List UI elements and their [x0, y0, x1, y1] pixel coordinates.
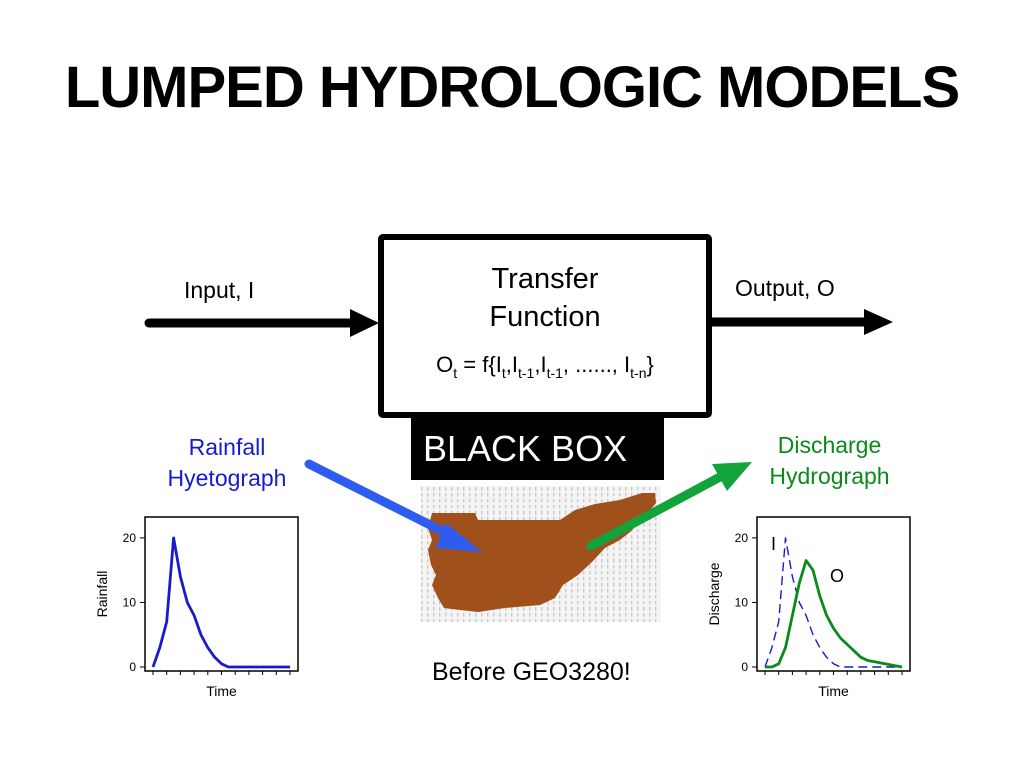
series-line-1 — [765, 559, 903, 669]
y-axis-label: Discharge — [706, 562, 722, 625]
eq-i2-sub: t-1 — [517, 365, 535, 381]
eq-i4: I — [624, 352, 631, 377]
transfer-function-box: Transfer Function Ot = f{It,It-1,It-1, .… — [378, 234, 712, 418]
x-axis-label: Time — [818, 683, 849, 699]
series-line-0 — [764, 537, 902, 668]
output-label: Output, O — [735, 275, 835, 301]
eq-i1: I — [495, 352, 502, 377]
eq-ellipsis: , ......, — [562, 352, 625, 377]
transfer-function-equation: Ot = f{It,It-1,It-1, ......, It-n} — [384, 351, 706, 387]
rainfall-arrow-head — [436, 523, 482, 552]
discharge-label-line1: Discharge — [777, 432, 882, 458]
eq-i1-sub: t — [501, 365, 506, 381]
y-tick-label: 20 — [735, 531, 749, 545]
eq-equals: = f{ — [457, 352, 496, 377]
y-tick-label: 10 — [735, 595, 749, 609]
y-tick-label: 20 — [123, 531, 137, 545]
eq-comma1: , — [505, 352, 512, 377]
eq-close: } — [646, 352, 654, 377]
transfer-function-title-line1: Transfer — [491, 263, 599, 295]
annotation-input-I: I — [771, 534, 776, 554]
rainfall-label-line2: Hyetograph — [167, 465, 287, 491]
eq-i3-sub: t-1 — [546, 365, 563, 381]
transfer-function-title: Transfer Function — [384, 260, 706, 336]
eq-i4-sub: t-n — [630, 365, 647, 381]
input-label: Input, I — [184, 277, 255, 303]
y-tick-label: 0 — [741, 660, 748, 674]
y-tick-label: 0 — [129, 660, 136, 674]
transfer-function-title-line2: Function — [489, 301, 601, 333]
plot-frame — [756, 516, 911, 672]
discharge-arrow-head — [712, 462, 752, 491]
discharge-arrow — [586, 465, 738, 551]
discharge-label-line2: Hydrograph — [769, 463, 890, 489]
input-arrow-head — [350, 309, 379, 337]
footnote: Before GEO3280! — [432, 658, 631, 686]
plot-frame — [144, 516, 299, 672]
x-axis-label: Time — [206, 683, 237, 699]
annotation-output-O: O — [830, 566, 844, 586]
series-line-0 — [151, 536, 290, 669]
eq-lhs: O — [436, 352, 454, 377]
rainfall-arrow — [304, 459, 467, 546]
output-arrow-head — [864, 309, 893, 335]
discharge-hydrograph-label: Discharge Hydrograph — [752, 430, 907, 492]
y-axis-label: Rainfall — [94, 571, 110, 618]
y-tick-label: 10 — [123, 595, 137, 609]
eq-i3: I — [540, 352, 547, 377]
eq-comma2: , — [534, 352, 541, 377]
eq-i2: I — [511, 352, 518, 377]
rainfall-hyetograph-label: Rainfall Hyetograph — [150, 432, 304, 494]
eq-lhs-sub: t — [453, 365, 458, 381]
rainfall-label-line1: Rainfall — [188, 434, 266, 460]
basin-shape — [428, 493, 656, 612]
slide-title: LUMPED HYDROLOGIC MODELS — [64, 55, 960, 120]
black-box-label: BLACK BOX — [411, 418, 664, 480]
